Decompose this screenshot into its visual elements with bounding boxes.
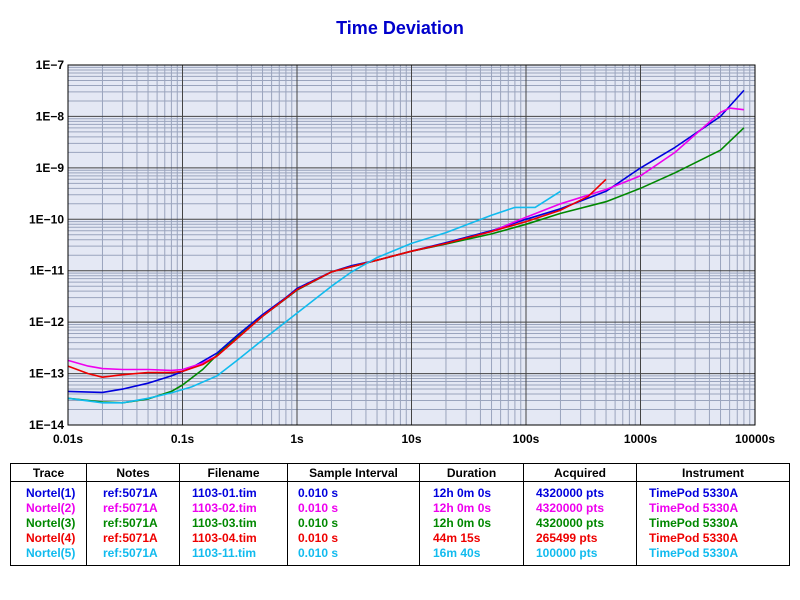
legend-filename: 1103-03.tim [179, 515, 288, 530]
y-axis-tick-labels: 1E−14 1E−13 1E−12 1E−11 1E−10 1E−9 1E−8 1E−7 [29, 58, 64, 432]
legend-row: Nortel(2) ref:5071A 1103-02.tim 0.010 s 12h … [10, 500, 790, 515]
legend-trace: Nortel(2) [10, 500, 87, 515]
legend-trace: Nortel(4) [10, 530, 87, 545]
y-tick-label: 1E−9 [36, 161, 65, 175]
header-instrument: Instrument [636, 463, 790, 482]
legend-duration: 12h 0m 0s [419, 500, 524, 515]
legend-sample-interval: 0.010 s [287, 545, 420, 566]
header-trace: Trace [10, 463, 87, 482]
legend-notes: ref:5071A [86, 500, 180, 515]
legend-notes: ref:5071A [86, 481, 180, 500]
legend-body: Nortel(1) ref:5071A 1103-01.tim 0.010 s 12h … [10, 481, 790, 566]
legend-filename: 1103-02.tim [179, 500, 288, 515]
y-tick-label: 1E−13 [29, 367, 64, 381]
legend-notes: ref:5071A [86, 515, 180, 530]
legend-sample-interval: 0.010 s [287, 481, 420, 500]
chart-title: Time Deviation [336, 18, 464, 38]
series-line-nortel4 [67, 178, 607, 378]
legend-instrument: TimePod 5330A [636, 530, 790, 545]
plot-frame [67, 64, 756, 426]
legend-filename: 1103-01.tim [179, 481, 288, 500]
legend-duration: 12h 0m 0s [419, 515, 524, 530]
x-tick-label: 0.1s [171, 432, 195, 446]
x-tick-label: 10s [401, 432, 421, 446]
y-tick-label: 1E−10 [29, 212, 64, 226]
legend-sample-interval: 0.010 s [287, 515, 420, 530]
x-tick-label: 10000s [735, 432, 775, 446]
legend-filename: 1103-11.tim [179, 545, 288, 566]
header-sample-interval: Sample Interval [287, 463, 420, 482]
legend-acquired: 265499 pts [523, 530, 637, 545]
y-tick-label: 1E−7 [36, 58, 65, 72]
legend-notes: ref:5071A [86, 530, 180, 545]
legend-duration: 12h 0m 0s [419, 481, 524, 500]
y-tick-label: 1E−14 [29, 418, 64, 432]
legend-duration: 44m 15s [419, 530, 524, 545]
legend-row: Nortel(1) ref:5071A 1103-01.tim 0.010 s 12h … [10, 481, 790, 500]
x-tick-label: 1000s [624, 432, 658, 446]
header-notes: Notes [86, 463, 180, 482]
legend-duration: 16m 40s [419, 545, 524, 566]
legend-instrument: TimePod 5330A [636, 545, 790, 566]
header-acquired: Acquired [523, 463, 637, 482]
time-deviation-plot: 0.01s 0.1s 1s 10s 100s 1000s 10000s 1E−14 1E−13… [29, 58, 775, 446]
legend-trace: Nortel(5) [10, 545, 87, 566]
legend-notes: ref:5071A [86, 545, 180, 566]
legend-header-row: Trace Notes Filename Sample Interval Dur… [10, 463, 790, 482]
legend-trace: Nortel(3) [10, 515, 87, 530]
x-tick-label: 0.01s [53, 432, 83, 446]
y-tick-label: 1E−8 [36, 109, 65, 123]
legend-acquired: 4320000 pts [523, 515, 637, 530]
legend-acquired: 4320000 pts [523, 500, 637, 515]
x-axis-tick-labels: 0.01s 0.1s 1s 10s 100s 1000s 10000s [53, 432, 775, 446]
legend-row: Nortel(3) ref:5071A 1103-03.tim 0.010 s 12h … [10, 515, 790, 530]
legend-instrument: TimePod 5330A [636, 500, 790, 515]
y-tick-label: 1E−12 [29, 315, 64, 329]
series-line-nortel5 [67, 190, 561, 404]
legend-trace: Nortel(1) [10, 481, 87, 500]
legend-table: Trace Notes Filename Sample Interval Dur… [10, 463, 790, 566]
legend-sample-interval: 0.010 s [287, 530, 420, 545]
legend-row: Nortel(4) ref:5071A 1103-04.tim 0.010 s 44m … [10, 530, 790, 545]
legend-acquired: 4320000 pts [523, 481, 637, 500]
x-tick-label: 1s [290, 432, 304, 446]
legend-sample-interval: 0.010 s [287, 500, 420, 515]
series-layer [67, 89, 745, 404]
legend-instrument: TimePod 5330A [636, 481, 790, 500]
legend-filename: 1103-04.tim [179, 530, 288, 545]
header-duration: Duration [419, 463, 524, 482]
x-tick-label: 100s [513, 432, 540, 446]
legend-row: Nortel(5) ref:5071A 1103-11.tim 0.010 s 16m … [10, 545, 790, 566]
header-filename: Filename [179, 463, 288, 482]
y-tick-label: 1E−11 [30, 264, 65, 278]
legend-acquired: 100000 pts [523, 545, 637, 566]
legend-instrument: TimePod 5330A [636, 515, 790, 530]
